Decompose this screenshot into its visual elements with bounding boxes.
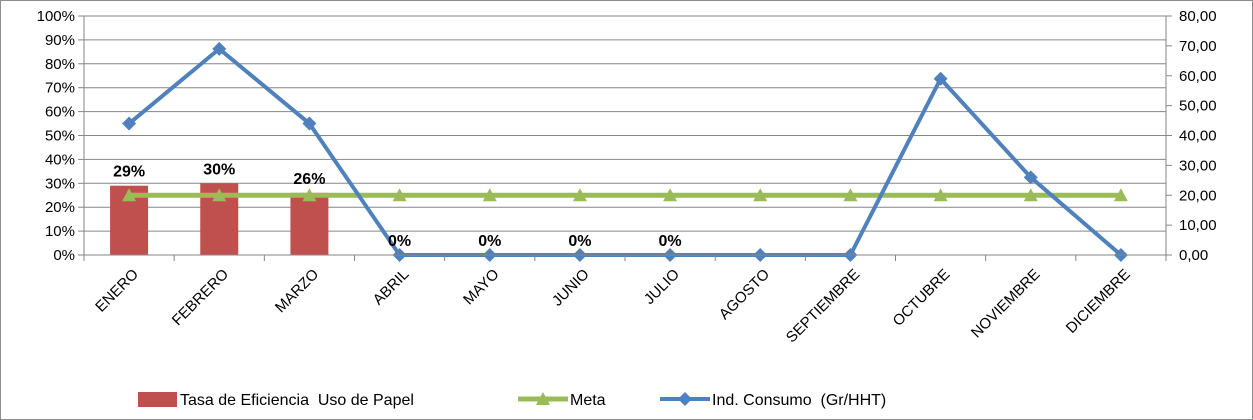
category-label: FEBRERO xyxy=(169,266,232,329)
triangle-marker xyxy=(392,188,407,202)
bar-data-label: 30% xyxy=(203,161,235,178)
triangle-marker xyxy=(482,188,497,202)
bar-data-label: 29% xyxy=(113,164,145,181)
right-tick-label: 20,00 xyxy=(1179,187,1217,204)
left-tick-label: 20% xyxy=(45,199,75,216)
bar-data-label: 0% xyxy=(568,233,591,250)
legend-diamond-marker xyxy=(678,392,692,406)
legend-label: Tasa de Eficiencia Uso de Papel xyxy=(180,392,414,409)
left-tick-label: 30% xyxy=(45,175,75,192)
bar-data-label: 0% xyxy=(659,233,682,250)
triangle-marker xyxy=(122,188,137,202)
category-label: MARZO xyxy=(272,266,322,316)
triangle-marker xyxy=(843,188,858,202)
right-tick-label: 80,00 xyxy=(1179,8,1217,25)
category-label: DICIEMBRE xyxy=(1063,266,1134,337)
left-tick-label: 50% xyxy=(45,128,75,145)
data-labels: 29% 30% 26% 0% 0% 0% 0% xyxy=(113,161,682,250)
legend-triangle-marker xyxy=(536,392,550,405)
category-label: ABRIL xyxy=(370,266,413,309)
bar-data-label: 0% xyxy=(478,233,501,250)
right-tick-label: 10,00 xyxy=(1179,217,1217,234)
left-tick-label: 70% xyxy=(45,80,75,97)
triangle-marker xyxy=(302,188,317,202)
left-tick-label: 10% xyxy=(45,223,75,240)
right-tick-label: 40,00 xyxy=(1179,128,1217,145)
legend: Tasa de Eficiencia Uso de Papel Meta Ind. … xyxy=(138,392,886,409)
diamond-marker xyxy=(212,41,227,56)
category-label: ENERO xyxy=(92,266,142,316)
left-tick-label: 90% xyxy=(45,32,75,49)
left-tick-label: 0% xyxy=(53,247,75,264)
category-label: JUNIO xyxy=(549,266,593,310)
triangle-marker xyxy=(663,188,678,202)
diamond-marker xyxy=(1023,170,1038,185)
diamond-marker xyxy=(933,71,948,86)
left-tick-label: 60% xyxy=(45,104,75,121)
category-label: JULIO xyxy=(641,266,683,308)
legend-label: Meta xyxy=(570,392,606,409)
category-label: MAYO xyxy=(460,266,502,308)
triangle-marker xyxy=(212,188,227,202)
category-label: OCTUBRE xyxy=(890,266,954,330)
right-tick-label: 50,00 xyxy=(1179,98,1217,115)
triangle-marker xyxy=(1113,188,1128,202)
left-tick-label: 100% xyxy=(37,8,75,25)
category-label: AGOSTO xyxy=(716,266,773,323)
diamond-marker xyxy=(122,116,137,131)
triangle-marker xyxy=(1023,188,1038,202)
right-tick-label: 30,00 xyxy=(1179,157,1217,174)
category-label: SEPTIEMBRE xyxy=(783,266,863,346)
legend-swatch xyxy=(138,392,177,407)
right-tick-label: 0,00 xyxy=(1179,247,1208,264)
triangle-marker xyxy=(933,188,948,202)
triangle-marker xyxy=(572,188,587,202)
right-tick-label: 70,00 xyxy=(1179,38,1217,55)
legend-label: Ind. Consumo (Gr/HHT) xyxy=(712,392,886,409)
bar-data-label: 0% xyxy=(388,233,411,250)
bar xyxy=(290,192,329,255)
bar-data-label: 26% xyxy=(293,171,325,188)
triangle-marker xyxy=(753,188,768,202)
left-tick-label: 40% xyxy=(45,151,75,168)
gridlines xyxy=(84,15,1166,256)
series-line xyxy=(127,46,1123,257)
category-label: NOVIEMBRE xyxy=(968,266,1044,342)
diamond-marker xyxy=(302,116,317,131)
right-tick-label: 60,00 xyxy=(1179,68,1217,85)
left-tick-label: 80% xyxy=(45,56,75,73)
line-series xyxy=(122,41,1128,262)
